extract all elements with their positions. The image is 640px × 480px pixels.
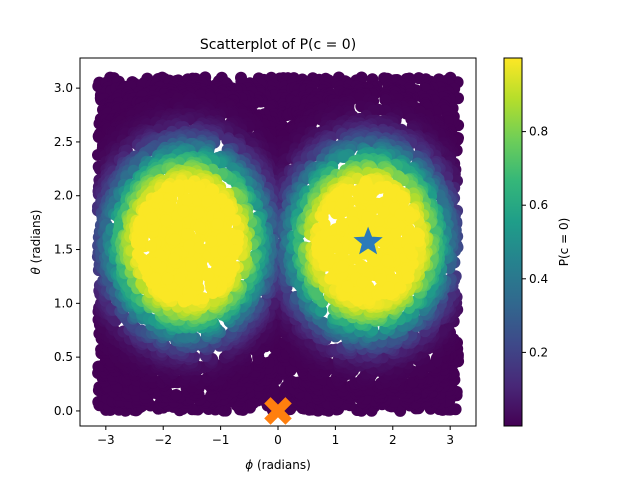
- scatter-point: [386, 186, 399, 199]
- scatter-point: [170, 389, 183, 401]
- scatter-point: [181, 227, 194, 240]
- scatter-point: [405, 329, 418, 342]
- scatter-point: [229, 214, 242, 227]
- scatter-point: [156, 226, 169, 239]
- chart-title: Scatterplot of P(c = 0): [200, 37, 356, 53]
- scatter-point: [394, 281, 407, 294]
- scatter-points: [91, 71, 465, 417]
- scatter-point: [221, 134, 234, 147]
- scatter-point: [338, 151, 350, 163]
